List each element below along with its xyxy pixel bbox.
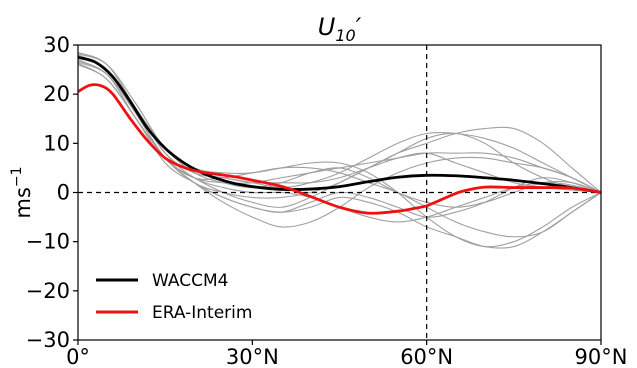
x-tick-label: 0°	[66, 345, 90, 368]
ylabel-base: ms	[11, 187, 35, 218]
y-tick-label: 20	[43, 82, 70, 106]
ensemble-member-line-7	[77, 54, 602, 194]
y-tick-label: 0	[57, 181, 70, 205]
reference-lines	[78, 45, 601, 340]
y-tick-label: −10	[26, 230, 70, 254]
ensemble-member-line-2	[77, 51, 602, 193]
y-tick-label: 10	[43, 131, 70, 155]
y-tick-label: 30	[43, 33, 70, 57]
x-tick-label: 90°N	[575, 345, 628, 368]
x-tick-label: 30°N	[226, 345, 279, 368]
y-tick-label: −20	[26, 279, 70, 303]
ylabel-superscript: −1	[9, 166, 25, 187]
title-subscript: 10	[335, 26, 355, 45]
legend: WACCM4 ERA-Interim	[96, 271, 252, 323]
legend-label-1: WACCM4	[152, 271, 228, 291]
title-prime: ′	[356, 13, 362, 41]
ensemble-member-line-4	[77, 59, 602, 228]
ensemble-member-line-6	[77, 64, 602, 249]
legend-label-2: ERA-Interim	[152, 303, 252, 323]
main-series-lines	[77, 55, 602, 215]
era-interim-line	[77, 83, 602, 215]
y-tick-label: −30	[26, 328, 70, 352]
y-axis-label: ms−1	[9, 166, 35, 218]
axis-ticks: 0° 30°N 60°N 90°N −30 −20 −10 0 10 20 30	[26, 33, 628, 368]
waccm4-line	[77, 55, 602, 194]
title-base: U	[318, 13, 336, 41]
chart-title: U10′	[318, 13, 362, 45]
x-tick-label: 60°N	[400, 345, 453, 368]
